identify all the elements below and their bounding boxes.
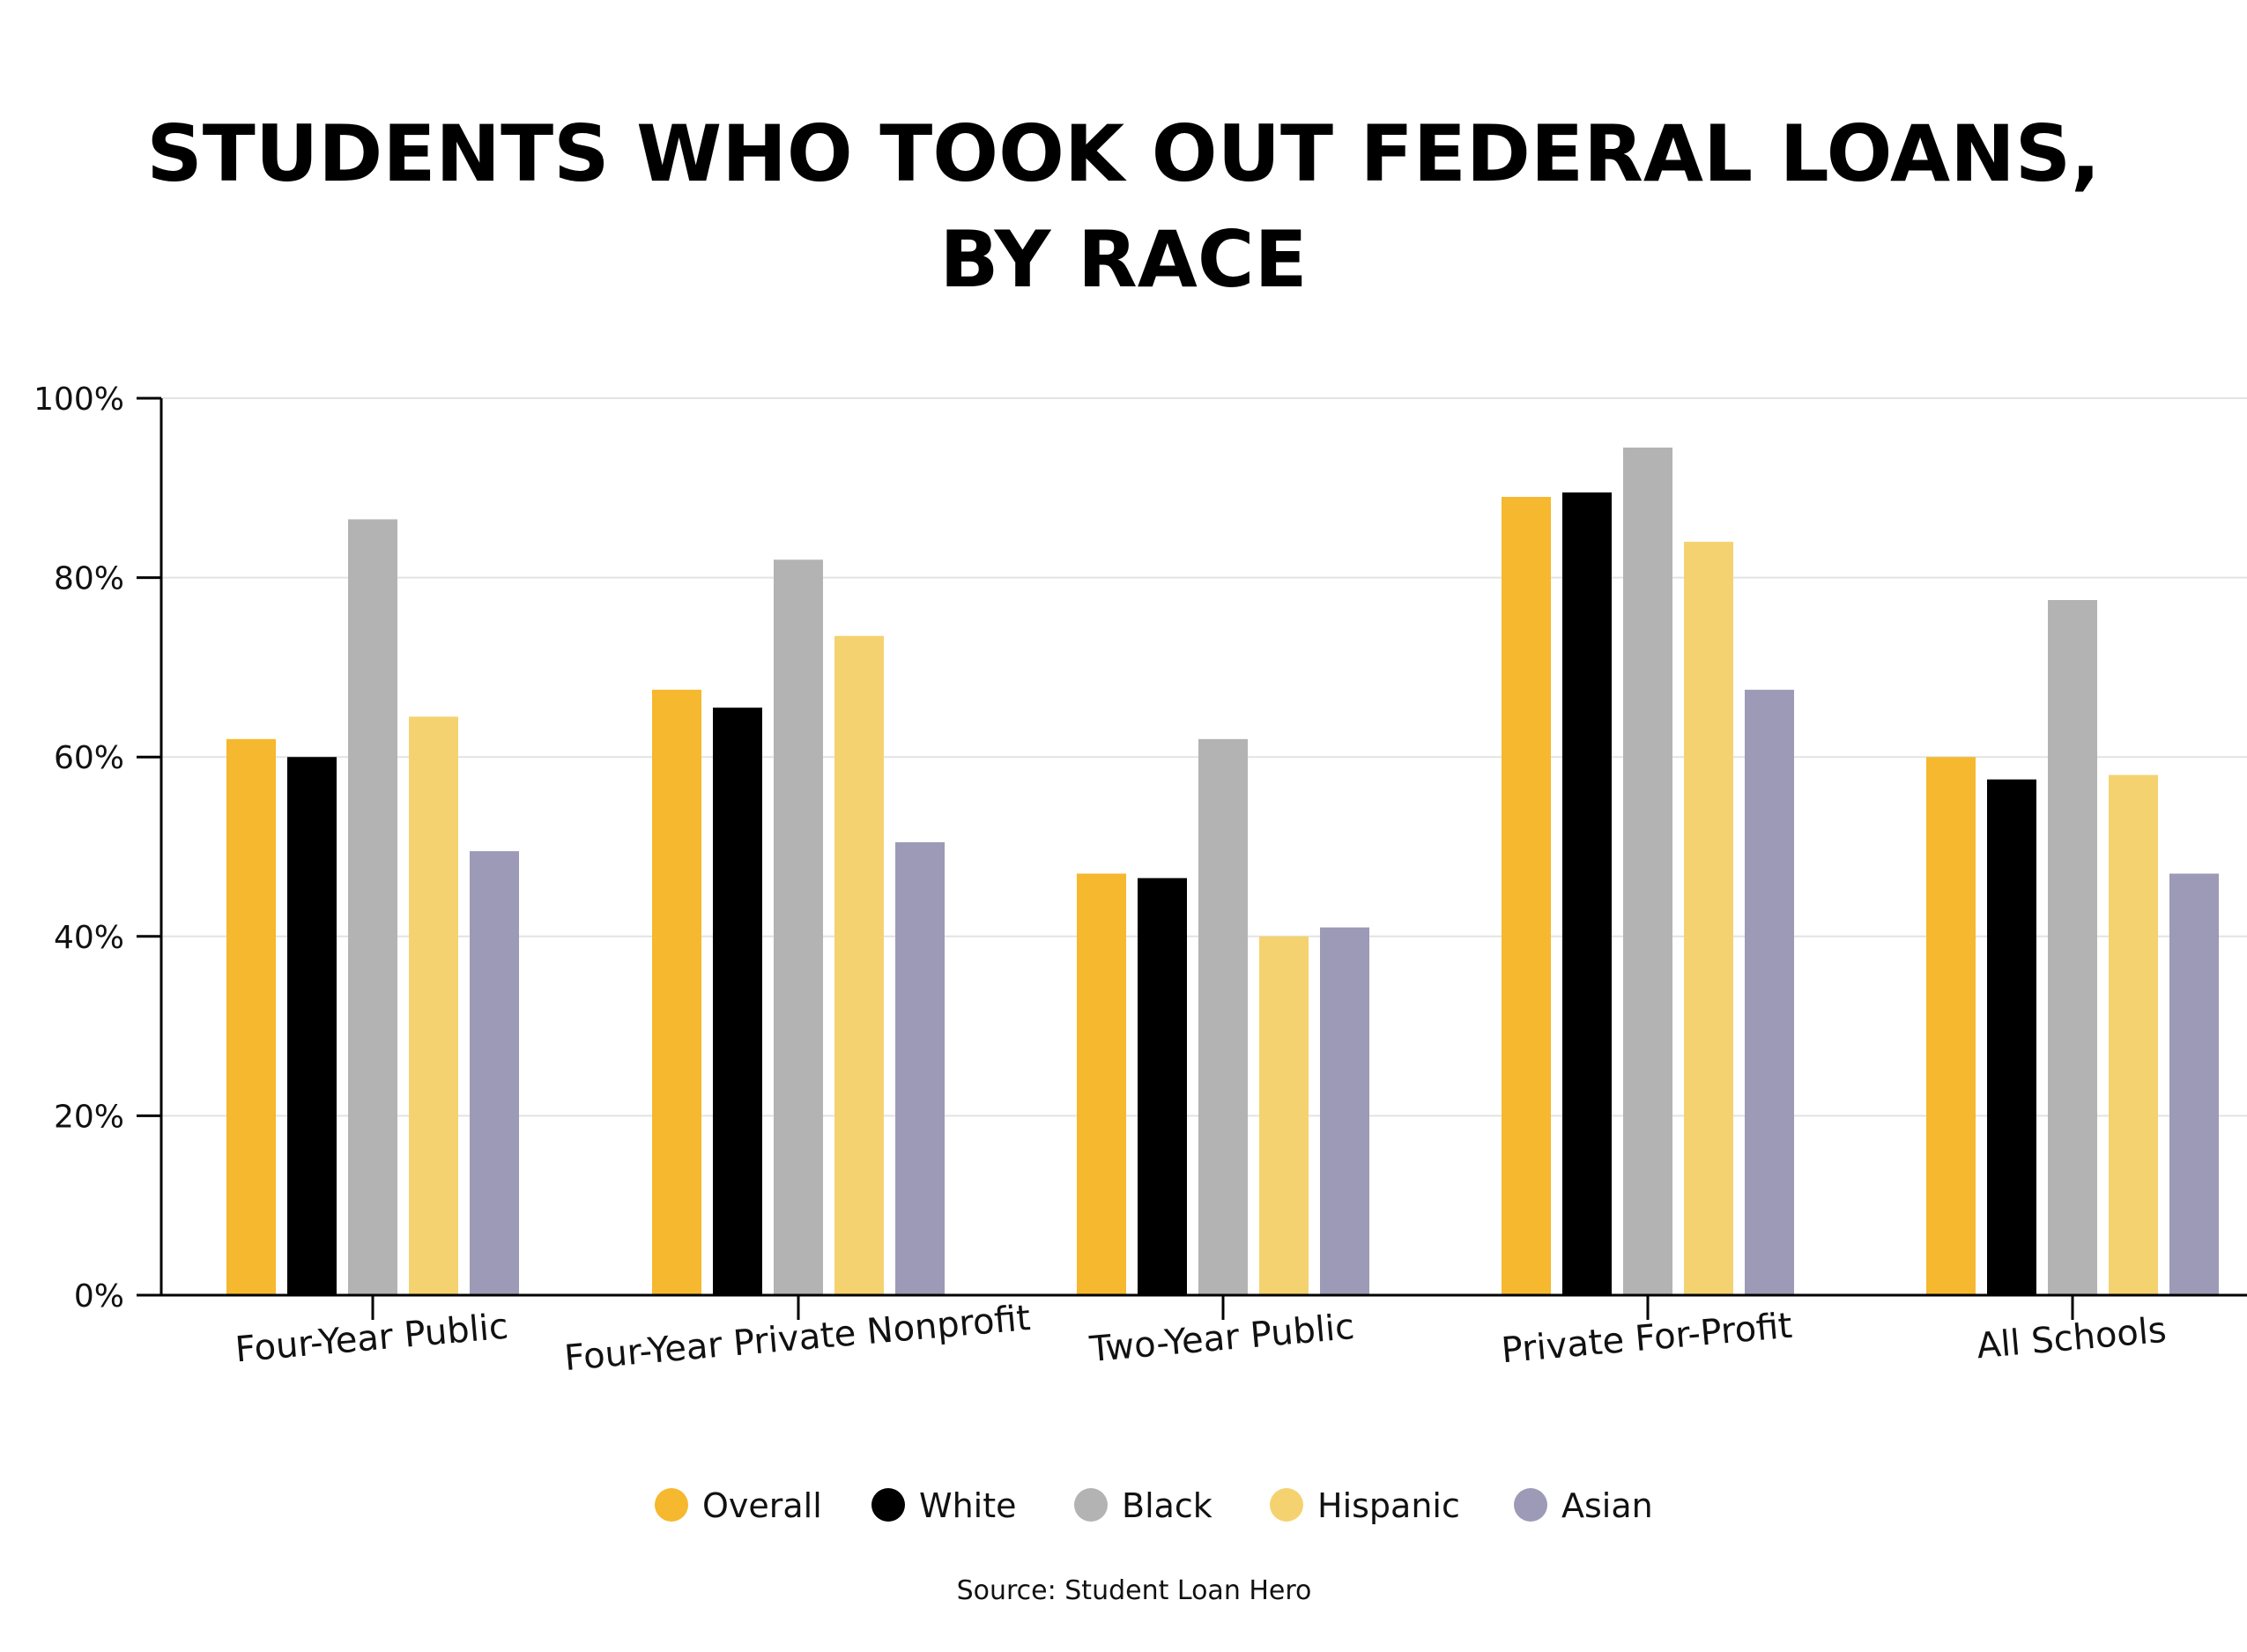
bar-black-3 <box>1198 738 1248 1295</box>
bar-asian-2 <box>895 841 945 1295</box>
legend-swatch-overall <box>655 1488 688 1522</box>
bar-overall-5 <box>1926 757 1976 1295</box>
source-note: Source: Student Loan Hero <box>957 1575 1312 1606</box>
y-tick-label: 60% <box>54 740 124 776</box>
bar-black-5 <box>2048 600 2097 1295</box>
legend-swatch-asian <box>1514 1488 1547 1522</box>
bar-black-2 <box>774 559 823 1295</box>
bar-overall-2 <box>652 689 701 1295</box>
legend: Overall White Black Hispanic Asian <box>655 1486 1653 1525</box>
bar-black-4 <box>1623 447 1672 1295</box>
legend-swatch-black <box>1074 1488 1108 1522</box>
legend-label-hispanic: Hispanic <box>1317 1486 1460 1525</box>
y-tick-label: 100% <box>33 382 124 418</box>
bar-overall-1 <box>226 738 276 1295</box>
bars <box>226 447 2219 1295</box>
bar-black-1 <box>348 519 397 1295</box>
bar-hispanic-4 <box>1684 541 1733 1295</box>
bar-asian-1 <box>470 851 519 1295</box>
bar-asian-5 <box>2169 873 2219 1295</box>
bar-hispanic-3 <box>1259 936 1309 1295</box>
legend-label-overall: Overall <box>702 1486 822 1525</box>
bar-overall-3 <box>1077 873 1126 1295</box>
legend-swatch-hispanic <box>1270 1488 1303 1522</box>
y-tick-label: 80% <box>54 561 124 597</box>
bar-white-3 <box>1138 878 1187 1295</box>
bar-overall-4 <box>1502 496 1551 1295</box>
bar-white-4 <box>1562 492 1612 1295</box>
y-tick-label: 40% <box>54 920 124 956</box>
chart-title-line-2: BY RACE <box>939 214 1307 305</box>
x-category-label: Two-Year Public <box>1087 1307 1356 1370</box>
x-category-label: All Schools <box>1975 1310 2168 1367</box>
bar-white-5 <box>1987 779 2036 1295</box>
bar-hispanic-1 <box>409 716 458 1295</box>
legend-label-asian: Asian <box>1561 1486 1653 1525</box>
legend-label-black: Black <box>1122 1486 1212 1525</box>
bar-white-1 <box>287 757 337 1295</box>
legend-swatch-white <box>871 1488 905 1522</box>
y-tick-label: 0% <box>74 1278 124 1315</box>
y-tick-label: 20% <box>54 1099 124 1135</box>
chart-title-line-1: STUDENTS WHO TOOK OUT FEDERAL LOANS, <box>146 108 2100 199</box>
bar-asian-4 <box>1745 689 1794 1295</box>
bar-hispanic-2 <box>834 635 884 1295</box>
bar-hispanic-5 <box>2109 774 2158 1295</box>
legend-label-white: White <box>919 1486 1017 1525</box>
bar-asian-3 <box>1320 927 1369 1295</box>
bar-white-2 <box>713 707 762 1295</box>
